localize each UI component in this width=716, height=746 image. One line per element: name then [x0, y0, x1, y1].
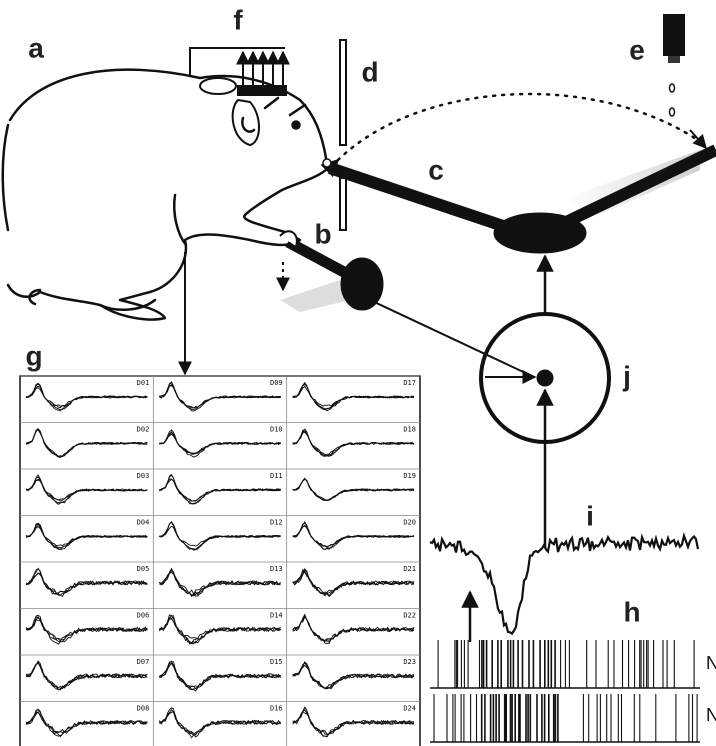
channel-label: D22 [403, 612, 416, 620]
waveform [292, 569, 415, 598]
channel-label: D04 [137, 519, 150, 527]
channel-label: D14 [270, 612, 283, 620]
label: i [586, 500, 594, 531]
waveform [25, 382, 148, 412]
headstage [189, 47, 290, 96]
waveform [159, 707, 282, 739]
trace [429, 531, 700, 636]
channel-label: D09 [270, 379, 283, 387]
channel-label: D13 [270, 565, 283, 573]
label: g [25, 340, 42, 371]
camera [663, 14, 685, 117]
waveform [158, 614, 281, 645]
waveform [292, 660, 415, 690]
label: f [233, 4, 243, 35]
label: h [623, 596, 640, 627]
waveform [25, 661, 148, 691]
lfp-trace [429, 531, 700, 636]
channel-label: D16 [270, 705, 283, 713]
channel-label: D03 [137, 472, 150, 480]
channel-label: D11 [270, 472, 283, 480]
waveform [159, 478, 281, 502]
channel-label: D12 [270, 519, 283, 527]
shadow [560, 150, 700, 215]
channel-label: D24 [403, 705, 416, 713]
raster-label: N [706, 653, 716, 673]
waveform-panel [19, 375, 421, 746]
waveform [159, 381, 281, 412]
motion-arc [320, 92, 707, 178]
spike-raster [430, 640, 700, 743]
channel-label: D06 [137, 612, 150, 620]
raster-label: N [706, 705, 716, 725]
wall [339, 39, 347, 231]
waveform [292, 664, 415, 689]
channel-label: D10 [270, 426, 283, 434]
lever-c [322, 144, 716, 254]
waveform [159, 570, 281, 597]
waveform [292, 431, 415, 455]
waveform [159, 381, 281, 411]
waveform [292, 567, 415, 597]
waveform [159, 660, 281, 690]
waveform [292, 477, 415, 501]
label: d [361, 56, 378, 87]
rat [1, 68, 330, 321]
label: b [314, 218, 331, 249]
waveform [159, 521, 281, 551]
channel-label: D01 [137, 379, 150, 387]
waveform [292, 615, 415, 643]
waveform [159, 431, 281, 455]
waveform [292, 706, 415, 737]
channel-label: D21 [403, 565, 416, 573]
channel-label: D17 [403, 379, 416, 387]
label: j [622, 360, 631, 391]
waveform [292, 384, 415, 410]
waveform [292, 522, 414, 550]
channel-label: D05 [137, 565, 150, 573]
waveform [25, 428, 148, 458]
lever-b [276, 230, 384, 311]
channel-label: D18 [403, 426, 416, 434]
waveform [25, 523, 148, 550]
label: e [629, 34, 645, 65]
channel-label: D07 [137, 658, 150, 666]
label: a [28, 32, 44, 63]
waveform [25, 572, 148, 594]
waveform [25, 614, 148, 645]
channel-label: D23 [403, 658, 416, 666]
waveform [292, 711, 415, 735]
arrow [689, 129, 707, 150]
channel-label: D08 [137, 705, 150, 713]
waveform [25, 708, 148, 738]
waveform [25, 474, 148, 505]
waveforms: D01 D09 D17 D02 D10 D18 D03 D11 D19 D04 D12 D20 D05 D… [20, 375, 420, 746]
waveform [25, 568, 148, 597]
channel-label: D19 [403, 472, 416, 480]
channel-label: D02 [137, 426, 150, 434]
waveform [159, 710, 281, 736]
channel-label: D15 [270, 658, 283, 666]
shadow [280, 280, 350, 312]
waveform [25, 572, 148, 594]
label: c [428, 154, 444, 185]
channel-label: D20 [403, 519, 416, 527]
integrator [178, 252, 611, 642]
